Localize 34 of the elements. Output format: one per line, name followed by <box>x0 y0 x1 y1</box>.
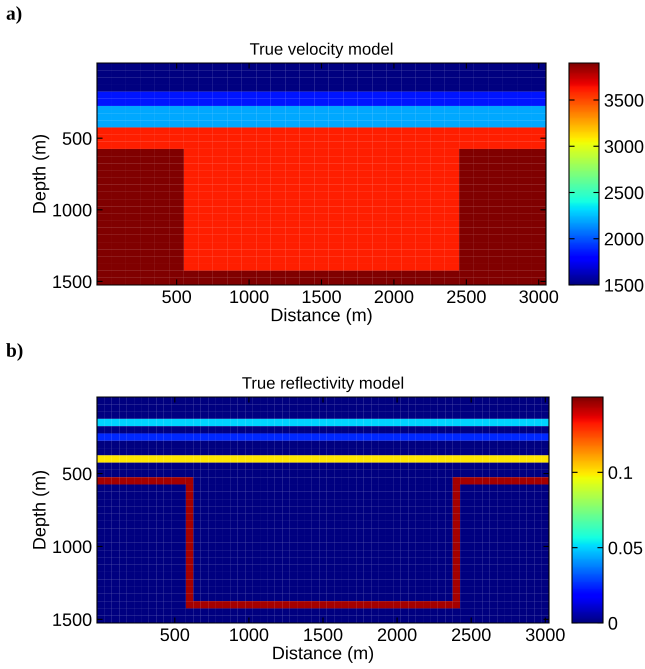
x-tick-label: 2000 <box>374 290 414 304</box>
text: b) <box>6 343 22 361</box>
color-bar-label: 0.05 <box>608 542 642 554</box>
y-axis-title: Depth (m) <box>32 470 50 549</box>
y-axis-title: Depth (m) <box>32 134 50 213</box>
x-tick-label: 500 <box>162 290 192 304</box>
x-tick-label: 3000 <box>526 628 565 642</box>
color-bar-label: 3500 <box>604 94 644 107</box>
x-tick-label: 2500 <box>447 290 486 304</box>
y-tick-label: 1500 <box>53 275 92 288</box>
color-bar-label: 3000 <box>604 140 644 153</box>
x-tick-label: 2500 <box>452 628 491 642</box>
chart-title: True reflectivity model <box>242 376 404 392</box>
color-bar-label: 2500 <box>604 186 644 200</box>
y-tick-label: 1000 <box>53 540 92 554</box>
y-tick-label: 1000 <box>53 204 92 217</box>
x-tick-label: 3000 <box>519 290 558 304</box>
y-tick-label: 500 <box>62 467 92 480</box>
x-tick-label: 1000 <box>230 628 268 642</box>
text: a) <box>6 6 22 24</box>
color-bar-label: 1500 <box>605 278 644 292</box>
y-tick-label: 500 <box>62 132 92 145</box>
color-bar-label: 0 <box>608 616 618 630</box>
x-tick-label: 1000 <box>230 290 268 304</box>
x-tick-label: 1500 <box>302 290 341 304</box>
color-bar-label: 2000 <box>604 232 644 246</box>
x-tick-label: 1500 <box>304 628 342 642</box>
chart-title: True velocity model <box>250 42 392 58</box>
x-axis-title: Distance (m) <box>273 646 374 663</box>
x-tick-label: 500 <box>160 628 190 642</box>
x-axis-title: Distance (m) <box>272 308 372 325</box>
color-bar-label: 0.1 <box>608 466 632 480</box>
x-tick-label: 2000 <box>378 628 416 642</box>
y-tick-label: 1500 <box>53 613 92 626</box>
